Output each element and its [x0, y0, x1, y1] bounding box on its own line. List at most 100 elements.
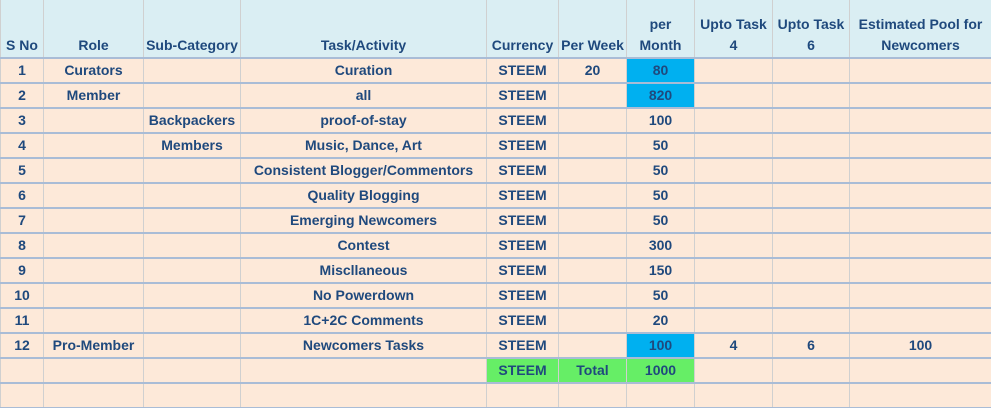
- header-cell: Task/Activity: [240, 0, 487, 59]
- table-cell: Contest: [240, 233, 487, 259]
- table-cell: [849, 308, 991, 334]
- table-cell: [558, 333, 627, 359]
- table-cell: STEEM: [486, 308, 559, 334]
- table-cell: [772, 358, 850, 384]
- table-cell: all: [240, 83, 487, 109]
- table-cell: [694, 183, 773, 209]
- table-cell: [772, 383, 850, 408]
- table-row: 2 Member all STEEM 820: [0, 83, 991, 109]
- table-cell: [849, 233, 991, 259]
- table-cell: [43, 108, 144, 134]
- table-row: 8 Contest STEEM 300: [0, 233, 991, 259]
- table-cell: [143, 158, 241, 184]
- table-row: 11 1C+2C Comments STEEM 20: [0, 308, 991, 334]
- table-cell: 6: [772, 333, 850, 359]
- table-row: 5 Consistent Blogger/Commentors STEEM 50: [0, 158, 991, 184]
- table-cell: [43, 183, 144, 209]
- table-cell: 10: [0, 283, 44, 309]
- header-cell: Per Week: [558, 0, 627, 59]
- table-cell: 4: [694, 333, 773, 359]
- table-row: 1 Curators Curation STEEM 20 80: [0, 58, 991, 84]
- table-cell: Music, Dance, Art: [240, 133, 487, 159]
- table-cell: STEEM: [486, 233, 559, 259]
- table-cell: 50: [626, 158, 695, 184]
- table-cell: [558, 383, 627, 408]
- table-cell: [694, 83, 773, 109]
- table-cell: [558, 183, 627, 209]
- table-cell: [849, 158, 991, 184]
- table-body: 1 Curators Curation STEEM 20 80 2 Member all STEE…: [0, 58, 991, 408]
- table-cell: [558, 283, 627, 309]
- table-cell: Member: [43, 83, 144, 109]
- table-cell: [694, 58, 773, 84]
- table-cell: [143, 308, 241, 334]
- table-cell: Emerging Newcomers: [240, 208, 487, 234]
- table-cell: [43, 383, 144, 408]
- table-row: 7 Emerging Newcomers STEEM 50: [0, 208, 991, 234]
- table-cell: 820: [626, 83, 695, 109]
- header-cell: Currency: [486, 0, 559, 59]
- table-cell: [43, 358, 144, 384]
- table-cell: [772, 133, 850, 159]
- table-cell: [43, 308, 144, 334]
- table-cell: STEEM: [486, 83, 559, 109]
- table-cell: [143, 333, 241, 359]
- table-cell: STEEM: [486, 133, 559, 159]
- table-cell: proof-of-stay: [240, 108, 487, 134]
- table-cell: [694, 258, 773, 284]
- table-cell: [558, 158, 627, 184]
- table-row: 10 No Powerdown STEEM 50: [0, 283, 991, 309]
- table-cell: 1C+2C Comments: [240, 308, 487, 334]
- table-cell: 50: [626, 283, 695, 309]
- table-cell: STEEM: [486, 358, 559, 384]
- table-cell: [143, 58, 241, 84]
- table-cell: STEEM: [486, 283, 559, 309]
- table-cell: [694, 133, 773, 159]
- table-cell: STEEM: [486, 333, 559, 359]
- table-cell: 20: [558, 58, 627, 84]
- table-cell: [772, 58, 850, 84]
- table-cell: 6: [0, 183, 44, 209]
- table-cell: [240, 383, 487, 408]
- table-row: 4 Members Music, Dance, Art STEEM 50: [0, 133, 991, 159]
- table-cell: [240, 358, 487, 384]
- table-cell: [849, 83, 991, 109]
- table-cell: No Powerdown: [240, 283, 487, 309]
- header-cell: Upto Task 4: [694, 0, 773, 59]
- table-cell: [694, 158, 773, 184]
- table-cell: [694, 358, 773, 384]
- table-cell: [43, 208, 144, 234]
- table-cell: [849, 358, 991, 384]
- table-cell: [694, 308, 773, 334]
- table-cell: [694, 208, 773, 234]
- table-cell: 7: [0, 208, 44, 234]
- table-cell: [558, 208, 627, 234]
- table-cell: [0, 383, 44, 408]
- table-cell: STEEM: [486, 258, 559, 284]
- table-cell: STEEM: [486, 108, 559, 134]
- table-cell: [43, 283, 144, 309]
- table-cell: [626, 383, 695, 408]
- table-cell: [849, 183, 991, 209]
- table-cell: [43, 133, 144, 159]
- table-cell: Quality Blogging: [240, 183, 487, 209]
- header-cell: Estimated Pool for Newcomers: [849, 0, 991, 59]
- table-cell: 50: [626, 208, 695, 234]
- table-cell: [694, 108, 773, 134]
- table-cell: [849, 58, 991, 84]
- table-cell: [694, 233, 773, 259]
- table-cell: [772, 108, 850, 134]
- table-cell: 50: [626, 133, 695, 159]
- table-cell: [143, 208, 241, 234]
- table-cell: 8: [0, 233, 44, 259]
- table-cell: 100: [626, 333, 695, 359]
- table-cell: [0, 358, 44, 384]
- table-cell: [43, 158, 144, 184]
- table-cell: [143, 83, 241, 109]
- table-row: 9 Miscllaneous STEEM 150: [0, 258, 991, 284]
- table-cell: [43, 258, 144, 284]
- table-cell: [772, 158, 850, 184]
- table-cell: [849, 258, 991, 284]
